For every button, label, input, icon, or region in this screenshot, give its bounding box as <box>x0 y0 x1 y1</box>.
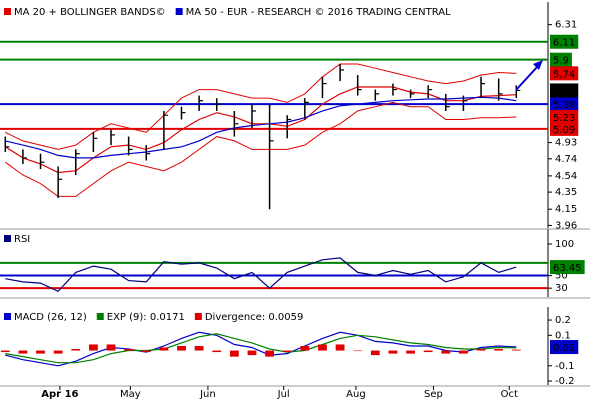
divergence-bar <box>335 344 345 351</box>
value-box-label: 5.74 <box>553 69 575 80</box>
x-tick-label: Jul <box>277 389 290 400</box>
y-tick-label: 4.54 <box>555 171 577 182</box>
legend-label: MA 50 - EUR - RESEARCH © 2016 TRADING CE… <box>186 7 451 18</box>
divergence-bar <box>53 350 63 354</box>
value-box <box>550 260 585 275</box>
x-tick-label: May <box>120 389 141 400</box>
value-box-label: 5.09 <box>553 125 575 136</box>
value-box <box>550 109 579 124</box>
y-tick-label: 4.15 <box>555 204 577 215</box>
divergence-bar <box>0 350 10 353</box>
x-tick-label: Sep <box>424 389 443 400</box>
value-box-label: 5.9 <box>553 56 569 67</box>
divergence-bar <box>441 350 451 354</box>
value-box <box>550 66 579 81</box>
legend-swatch <box>4 313 11 320</box>
y-tick-label: 0.1 <box>555 330 571 341</box>
indicator-line <box>5 333 517 364</box>
divergence-bar <box>494 349 504 351</box>
x-tick-label: Aug <box>346 389 366 400</box>
value-box <box>550 121 579 136</box>
y-tick-label: -0.2 <box>555 376 575 387</box>
legend-swatch <box>4 8 11 15</box>
x-tick-label: Oct <box>501 389 518 400</box>
divergence-bar <box>511 349 521 351</box>
divergence-bar <box>459 350 468 354</box>
legend-swatch <box>4 235 11 242</box>
divergence-bar <box>141 350 151 353</box>
divergence-bar <box>353 350 363 352</box>
divergence-bar <box>370 350 380 356</box>
divergence-bar <box>476 349 486 351</box>
y-tick-label: 4.74 <box>555 154 577 165</box>
divergence-bar <box>318 344 327 351</box>
divergence-bar <box>124 349 134 351</box>
divergence-bar <box>423 350 433 353</box>
moving-average <box>4 86 517 174</box>
legend-swatch <box>194 313 202 320</box>
x-tick-label: Jun <box>199 389 216 400</box>
value-box-label: 63.45 <box>553 263 582 274</box>
divergence-bar <box>194 345 204 351</box>
value-box-label: 6.11 <box>553 38 575 49</box>
value-box <box>550 34 579 49</box>
forecast-arrow <box>515 65 539 91</box>
indicator-line <box>5 331 517 367</box>
legend-label: EXP (9): 0.0171 <box>107 312 185 323</box>
value-box <box>550 52 572 67</box>
bollinger-band <box>5 63 517 150</box>
y-tick-label: 0.2 <box>555 315 571 326</box>
y-tick-label: 100 <box>555 239 574 250</box>
divergence-bar <box>177 345 186 351</box>
divergence-bar <box>36 350 45 354</box>
divergence-bar <box>88 344 98 351</box>
moving-average <box>5 96 517 159</box>
divergence-bar <box>247 350 257 356</box>
x-tick-label: Apr 16 <box>41 389 78 400</box>
divergence-bar <box>229 350 239 357</box>
value-box <box>550 83 579 98</box>
y-tick-label: 50 <box>555 271 568 282</box>
legend-label: Divergence: 0.0059 <box>205 312 304 323</box>
bollinger-band <box>5 101 517 197</box>
divergence-bar <box>282 350 292 353</box>
legend-label: MACD (26, 12) <box>14 312 87 323</box>
indicator-line <box>5 257 517 293</box>
y-tick-label: 4.93 <box>555 138 577 149</box>
divergence-bar <box>18 350 28 354</box>
y-tick-label: 30 <box>555 283 568 294</box>
divergence-bar <box>406 350 415 354</box>
value-box-label: 5.54 <box>553 86 575 97</box>
legend-swatch <box>96 313 104 320</box>
divergence-bar <box>265 350 274 357</box>
divergence-bar <box>106 344 116 351</box>
divergence-bar <box>159 347 169 351</box>
y-tick-label: 4.35 <box>555 187 577 198</box>
divergence-bar <box>71 349 81 351</box>
value-box-label: 5.23 <box>553 113 575 124</box>
y-tick-label: 6.31 <box>555 20 577 31</box>
divergence-bar <box>300 345 310 351</box>
divergence-bar <box>388 350 398 354</box>
arrow-head <box>533 60 543 70</box>
divergence-bar <box>212 350 222 353</box>
legend-label: RSI <box>14 234 30 245</box>
value-box <box>550 340 579 355</box>
legend-swatch <box>175 8 183 15</box>
legend-label: MA 20 + BOLLINGER BANDS© <box>14 7 166 18</box>
value-box <box>550 97 579 112</box>
value-box-label: 0.02 <box>553 343 575 354</box>
value-box-label: 5.38 <box>553 100 575 111</box>
y-tick-label: 3.96 <box>555 220 577 231</box>
y-tick-label: -0.1 <box>555 361 575 372</box>
